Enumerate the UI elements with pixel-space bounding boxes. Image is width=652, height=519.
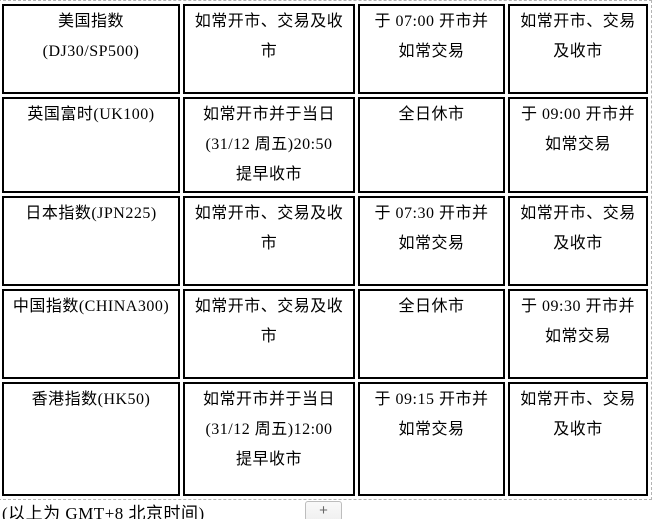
table-row-jpn225: 日本指数(JPN225) 如常开市、交易及收 市 于 07:30 开市并 如常交… [2,196,648,286]
session-status-cell: 如常开市并于当日 (31/12 周五)20:50 提早收市 [183,97,355,193]
table-row-us-indices: 美国指数 (DJ30/SP500) 如常开市、交易及收 市 于 07:00 开市… [2,4,648,94]
market-name-cell: 香港指数(HK50) [2,382,180,496]
session-status-cell: 如常开市、交易及收 市 [183,4,355,94]
session-status-cell: 于 07:30 开市并 如常交易 [358,196,505,286]
session-status-cell: 如常开市、交易 及收市 [508,4,648,94]
session-status-cell: 如常开市、交易 及收市 [508,382,648,496]
table-row-china300: 中国指数(CHINA300) 如常开市、交易及收 市 全日休市 于 09:30 … [2,289,648,379]
add-row-button[interactable]: + [305,501,342,519]
session-status-cell: 如常开市、交易 及收市 [508,196,648,286]
holiday-schedule-table: 美国指数 (DJ30/SP500) 如常开市、交易及收 市 于 07:00 开市… [0,0,652,500]
session-status-cell: 全日休市 [358,289,505,379]
market-name-cell: 日本指数(JPN225) [2,196,180,286]
session-status-cell: 于 09:00 开市并 如常交易 [508,97,648,193]
session-status-cell: 如常开市、交易及收 市 [183,196,355,286]
session-status-cell: 全日休市 [358,97,505,193]
session-status-cell: 于 09:30 开市并 如常交易 [508,289,648,379]
table-row-uk100: 英国富时(UK100) 如常开市并于当日 (31/12 周五)20:50 提早收… [2,97,648,193]
footer: (以上为 GMT+8 北京时间) + [0,501,652,519]
market-name-cell: 英国富时(UK100) [2,97,180,193]
market-name-cell: 美国指数 (DJ30/SP500) [2,4,180,94]
session-status-cell: 于 07:00 开市并 如常交易 [358,4,505,94]
table-row-hk50: 香港指数(HK50) 如常开市并于当日 (31/12 周五)12:00 提早收市… [2,382,648,496]
market-name-cell: 中国指数(CHINA300) [2,289,180,379]
session-status-cell: 于 09:15 开市并 如常交易 [358,382,505,496]
timezone-note: (以上为 GMT+8 北京时间) [2,504,205,519]
session-status-cell: 如常开市、交易及收 市 [183,289,355,379]
session-status-cell: 如常开市并于当日 (31/12 周五)12:00 提早收市 [183,382,355,496]
